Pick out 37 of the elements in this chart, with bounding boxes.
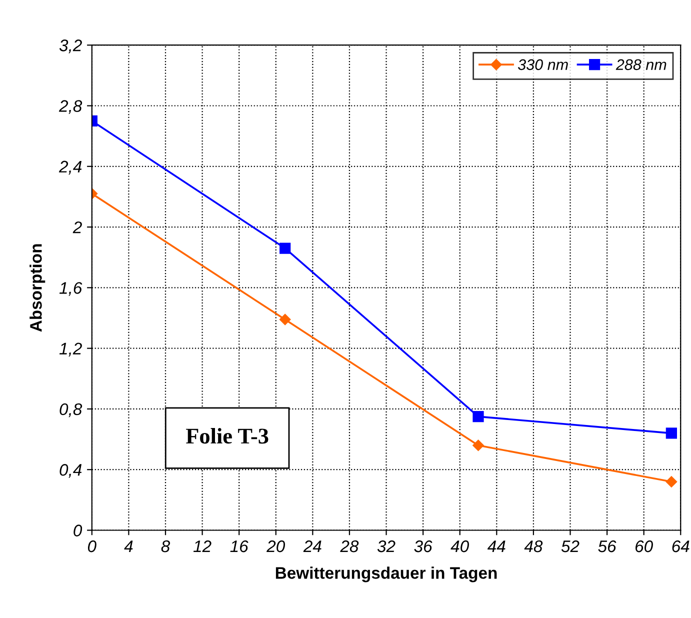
x-tick-label: 28 bbox=[340, 540, 359, 552]
point bbox=[280, 242, 291, 254]
x-tick-label: 24 bbox=[303, 540, 322, 552]
y-tick-label: 0 bbox=[74, 524, 82, 536]
x-tick-label: 40 bbox=[450, 540, 469, 552]
y-tick-label: 3,2 bbox=[59, 40, 82, 54]
point bbox=[666, 476, 678, 488]
x-tick-label: 12 bbox=[193, 540, 212, 552]
x-tick-label: 8 bbox=[161, 540, 170, 552]
legend-label: 330 nm bbox=[518, 59, 568, 70]
x-tick-label: 16 bbox=[230, 540, 248, 552]
x-tick-label: 56 bbox=[598, 540, 616, 552]
legend-label: 288 nm bbox=[616, 59, 666, 70]
x-axis-title: Bewitterungsdauer in Tagen bbox=[276, 566, 497, 582]
point bbox=[472, 440, 484, 451]
x-tick-label: 48 bbox=[524, 540, 543, 552]
y-tick-label: 1,6 bbox=[59, 282, 82, 296]
x-tick-label: 32 bbox=[377, 540, 396, 552]
x-tick-label: 44 bbox=[487, 540, 506, 552]
point bbox=[279, 314, 291, 326]
x-tick-label: 60 bbox=[636, 540, 653, 552]
x-tick-label: 52 bbox=[561, 540, 580, 552]
x-tick-label: 0 bbox=[88, 540, 96, 552]
y-tick-label: 2,4 bbox=[58, 160, 82, 175]
y-tick-label: 0,4 bbox=[60, 464, 82, 478]
point bbox=[472, 410, 484, 422]
y-tick-label: 0,8 bbox=[60, 403, 82, 418]
point bbox=[666, 428, 677, 439]
x-tick-label: 36 bbox=[414, 540, 432, 552]
x-tick-label: 4 bbox=[124, 540, 133, 552]
y-tick-label: 2 bbox=[72, 221, 82, 234]
annotation: Folie T-3 bbox=[186, 428, 268, 444]
x-tick-label: 20 bbox=[266, 540, 286, 552]
y-tick-label: 2,8 bbox=[58, 100, 82, 114]
y-tick-label: 1,2 bbox=[59, 342, 82, 356]
y-axis-title: Absorption bbox=[30, 244, 46, 332]
x-tick-label: 64 bbox=[672, 540, 690, 552]
